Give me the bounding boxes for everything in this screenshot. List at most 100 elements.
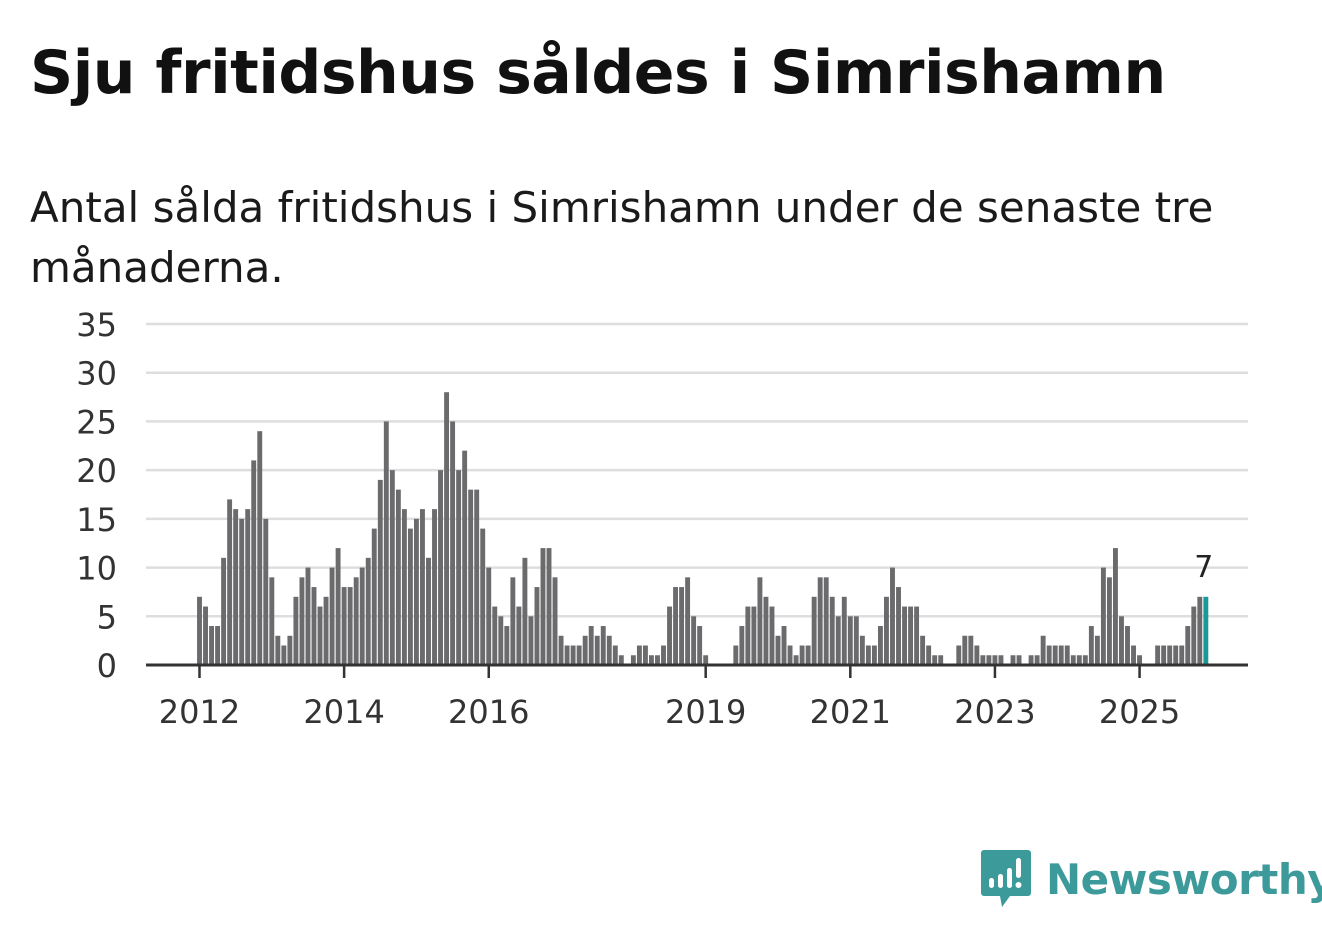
x-tick-label: 2014 xyxy=(303,693,384,731)
bar xyxy=(588,626,594,665)
bar xyxy=(787,645,793,665)
bar xyxy=(564,645,570,665)
bar xyxy=(859,635,865,665)
bar xyxy=(829,596,835,665)
bar xyxy=(1088,626,1094,665)
bar xyxy=(841,596,847,665)
bar xyxy=(1161,645,1167,665)
bar xyxy=(1052,645,1058,665)
bar xyxy=(1058,645,1064,665)
bar xyxy=(1113,548,1118,665)
bar xyxy=(407,528,413,665)
bar xyxy=(763,596,769,665)
bar xyxy=(305,567,311,665)
bar xyxy=(426,557,431,665)
bar xyxy=(365,557,371,665)
bar xyxy=(528,616,534,665)
bar xyxy=(456,470,462,665)
newsworthy-logo: Newsworthy xyxy=(980,848,1322,910)
bar xyxy=(371,528,377,665)
bar xyxy=(468,489,474,665)
bar xyxy=(649,655,654,665)
bar xyxy=(323,596,329,665)
bar xyxy=(510,577,516,665)
bar xyxy=(329,567,335,665)
bar xyxy=(462,450,468,665)
bar xyxy=(956,645,962,665)
bar xyxy=(890,567,895,665)
bar xyxy=(558,635,564,665)
bar xyxy=(739,626,745,665)
bar xyxy=(1016,655,1022,665)
bar xyxy=(215,626,221,665)
bar xyxy=(450,421,456,665)
bar xyxy=(835,616,841,665)
bar xyxy=(335,548,341,665)
bar xyxy=(438,470,443,665)
bar xyxy=(1028,655,1034,665)
bar xyxy=(317,606,323,665)
highlight-bar xyxy=(1203,596,1209,665)
bar xyxy=(359,567,365,665)
bar xyxy=(974,645,980,665)
bar xyxy=(251,460,257,665)
bar xyxy=(395,489,401,665)
bar xyxy=(679,587,685,665)
y-tick-label: 5 xyxy=(97,598,117,636)
bar xyxy=(865,645,871,665)
bar xyxy=(667,606,672,665)
x-tick-label: 2012 xyxy=(159,693,240,731)
bar xyxy=(594,635,600,665)
bar xyxy=(540,548,546,665)
bar xyxy=(401,509,407,665)
bar xyxy=(606,635,612,665)
bar xyxy=(600,626,606,665)
bar xyxy=(733,645,739,665)
bar xyxy=(474,489,480,665)
bar xyxy=(968,635,974,665)
bar xyxy=(1070,655,1076,665)
bar xyxy=(1119,616,1124,665)
brand-name: Newsworthy xyxy=(1046,854,1322,904)
bar xyxy=(914,606,920,665)
bar xyxy=(347,587,353,665)
bar xyxy=(938,655,944,665)
bar xyxy=(480,528,486,665)
bar xyxy=(980,655,986,665)
bar xyxy=(275,635,281,665)
bar xyxy=(847,616,853,665)
bar xyxy=(1106,577,1112,665)
bar xyxy=(1191,606,1197,665)
bar xyxy=(552,577,558,665)
bar xyxy=(209,626,215,665)
bar xyxy=(703,655,709,665)
bar xyxy=(293,596,299,665)
bar xyxy=(1179,645,1185,665)
x-tick-label: 2023 xyxy=(954,693,1035,731)
bar xyxy=(516,606,522,665)
bar xyxy=(1064,645,1070,665)
bar xyxy=(691,616,697,665)
bar xyxy=(1173,645,1179,665)
bar xyxy=(486,567,492,665)
bar xyxy=(245,509,251,665)
bar xyxy=(522,557,528,665)
bar xyxy=(697,626,703,665)
bar xyxy=(353,577,359,665)
bar xyxy=(1100,567,1106,665)
bar xyxy=(239,518,245,665)
bar xyxy=(612,645,618,665)
bar xyxy=(642,645,648,665)
bar xyxy=(1010,655,1016,665)
bar xyxy=(871,645,877,665)
y-tick-label: 0 xyxy=(97,647,117,685)
bar xyxy=(920,635,926,665)
highlight-value-label: 7 xyxy=(1194,550,1213,585)
bar xyxy=(534,587,540,665)
newsworthy-logo-icon xyxy=(981,850,1031,907)
bar xyxy=(420,509,425,665)
bar xyxy=(389,470,395,665)
y-tick-label: 35 xyxy=(76,306,117,344)
bar xyxy=(582,635,588,665)
